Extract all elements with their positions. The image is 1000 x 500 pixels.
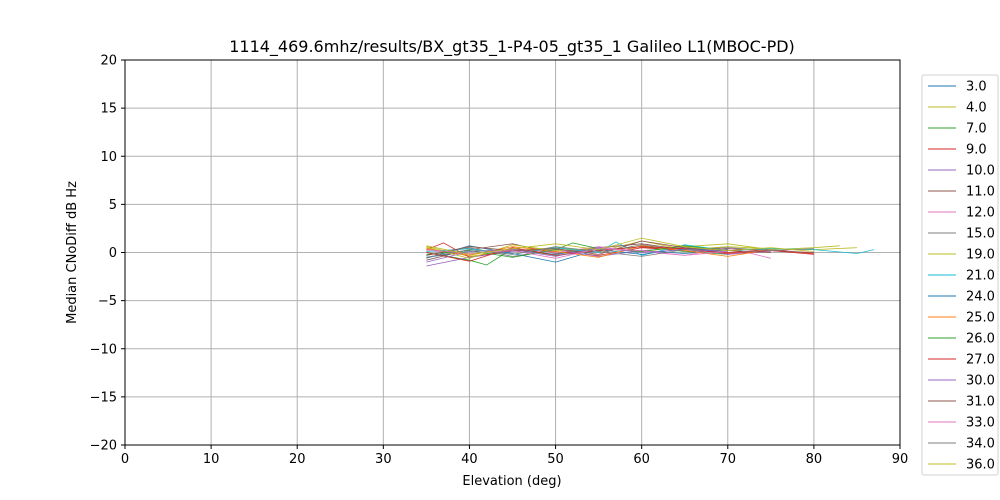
y-tick-label: 10 <box>100 150 117 165</box>
x-tick-label: 70 <box>720 452 737 467</box>
series-line <box>426 248 728 259</box>
y-tick-label: 5 <box>109 198 117 213</box>
legend-entry: 34.0 <box>966 437 995 452</box>
legend-entry: 3.0 <box>966 80 987 95</box>
y-tick-label: −10 <box>90 342 117 357</box>
x-tick-label: 10 <box>203 452 220 467</box>
x-tick-label: 80 <box>806 452 823 467</box>
x-tick-label: 60 <box>633 452 650 467</box>
legend-entry: 15.0 <box>966 227 995 242</box>
x-axis: 0 10 20 30 40 50 60 70 80 90 <box>121 445 908 467</box>
series-line <box>426 237 814 255</box>
y-tick-label: −5 <box>98 294 117 309</box>
legend-entry: 27.0 <box>966 353 995 368</box>
series-lines <box>426 237 875 267</box>
legend-entry: 10.0 <box>966 164 995 179</box>
y-axis: 20 15 10 5 0 −5 −10 −15 −20 <box>90 54 125 454</box>
y-axis-label: Median CNoDiff dB Hz <box>65 181 80 324</box>
legend-entry: 31.0 <box>966 395 995 410</box>
x-tick-label: 50 <box>547 452 564 467</box>
legend: 3.0 4.0 7.0 9.0 10.0 11.0 12.0 15.0 19.0 21.0 24.0… <box>921 74 999 476</box>
chart-title: 1114_469.6mhz/results/BX_gt35_1-P4-05_gt… <box>229 37 795 57</box>
legend-entry: 11.0 <box>966 185 995 200</box>
legend-entry: 4.0 <box>966 101 987 116</box>
y-tick-label: −15 <box>90 390 117 405</box>
legend-entry: 33.0 <box>966 416 995 431</box>
legend-box <box>921 74 999 476</box>
legend-entry: 21.0 <box>966 269 995 284</box>
y-tick-label: 20 <box>100 54 117 69</box>
y-tick-label: 15 <box>100 102 117 117</box>
x-axis-label: Elevation (deg) <box>462 474 561 489</box>
x-tick-label: 0 <box>121 452 129 467</box>
legend-entry: 9.0 <box>966 143 987 158</box>
legend-entry: 30.0 <box>966 374 995 389</box>
legend-entry: 36.0 <box>966 458 995 473</box>
legend-entry: 12.0 <box>966 206 995 221</box>
legend-entry: 19.0 <box>966 248 995 263</box>
series-line <box>426 246 814 262</box>
legend-entry: 7.0 <box>966 122 987 137</box>
legend-entry: 26.0 <box>966 332 995 347</box>
legend-entry: 24.0 <box>966 290 995 305</box>
y-tick-label: −20 <box>90 439 117 454</box>
x-tick-label: 20 <box>289 452 306 467</box>
legend-entry: 25.0 <box>966 311 995 326</box>
x-tick-label: 90 <box>892 452 909 467</box>
series-line <box>426 247 728 263</box>
x-tick-label: 30 <box>375 452 392 467</box>
x-tick-label: 40 <box>461 452 478 467</box>
y-tick-label: 0 <box>109 246 117 261</box>
